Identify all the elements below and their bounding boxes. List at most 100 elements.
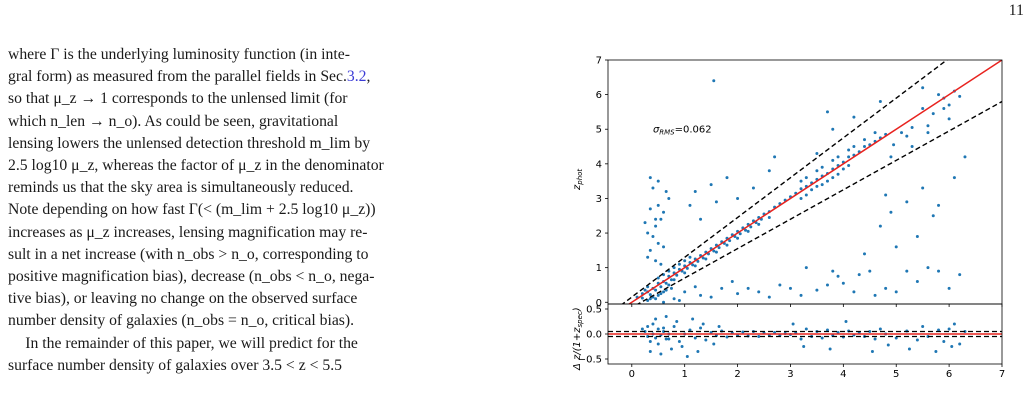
- data-point: [905, 134, 909, 138]
- data-point: [714, 250, 718, 254]
- y-tick-label: 1: [596, 263, 602, 274]
- residual-point: [725, 335, 729, 339]
- text-line: In the remainder of this paper, we will …: [25, 334, 358, 352]
- data-point: [664, 190, 668, 194]
- data-point: [646, 255, 650, 259]
- residual-point: [656, 342, 660, 346]
- data-point: [746, 229, 750, 233]
- data-point: [921, 106, 925, 110]
- residual-point: [648, 350, 652, 353]
- data-point: [910, 125, 914, 129]
- y-tick-label: 7: [596, 56, 602, 67]
- residual-point: [648, 340, 652, 343]
- residual-point: [646, 325, 650, 328]
- data-point: [659, 262, 663, 266]
- text-line: sult in a net increase (with n_obs > n_o…: [8, 245, 369, 263]
- data-point: [847, 164, 851, 168]
- y-tick-label: −0.5: [578, 355, 602, 366]
- data-point: [857, 273, 861, 277]
- data-point: [688, 203, 692, 207]
- data-point: [648, 248, 652, 252]
- data-point: [937, 93, 941, 97]
- data-point: [659, 285, 663, 289]
- x-tick-label: 4: [840, 369, 846, 380]
- y-tick-label: 0.5: [586, 305, 602, 316]
- residual-point: [921, 325, 925, 328]
- section-link[interactable]: 3.2: [346, 68, 367, 86]
- data-point: [651, 186, 655, 190]
- data-point: [815, 184, 819, 188]
- data-point: [900, 131, 904, 135]
- data-point: [778, 283, 782, 287]
- residual-point: [741, 330, 745, 334]
- data-point: [654, 217, 658, 221]
- data-point: [852, 115, 856, 119]
- text-line: tive bias), or leaving no change on the …: [8, 290, 358, 308]
- data-point: [889, 155, 893, 159]
- data-point: [717, 246, 721, 250]
- data-point: [836, 172, 840, 176]
- data-point: [958, 273, 962, 277]
- residual-point: [804, 327, 808, 331]
- data-point: [643, 221, 647, 225]
- data-point: [746, 286, 750, 290]
- data-point: [947, 103, 951, 107]
- data-point: [841, 281, 845, 285]
- data-point: [662, 210, 666, 214]
- data-point: [921, 186, 925, 190]
- data-point: [804, 266, 808, 270]
- data-point: [831, 176, 835, 180]
- x-tick-label: 6: [946, 369, 952, 380]
- data-point: [937, 269, 941, 273]
- data-point: [677, 299, 681, 303]
- data-point: [648, 297, 652, 301]
- residual-point: [699, 326, 703, 330]
- residual-point: [878, 327, 882, 331]
- data-point: [852, 145, 856, 149]
- data-point: [699, 217, 703, 221]
- data-point: [656, 203, 660, 207]
- residual-point: [926, 335, 930, 338]
- residual-point: [825, 328, 829, 332]
- data-point: [947, 286, 951, 290]
- residual-point: [688, 328, 692, 332]
- data-point: [675, 273, 679, 277]
- data-point: [664, 281, 668, 285]
- upper-dashed-line: [621, 60, 948, 304]
- data-point: [947, 117, 951, 121]
- data-point: [788, 286, 792, 290]
- x-tick-label: 0: [629, 369, 635, 380]
- data-point: [667, 283, 671, 287]
- data-point: [699, 293, 703, 297]
- residual-point: [958, 342, 962, 346]
- data-point: [862, 252, 866, 256]
- text-line: which n_len → n_o). As could be seen, gr…: [8, 112, 339, 130]
- data-point: [728, 239, 732, 243]
- data-point: [757, 290, 761, 294]
- data-point: [656, 241, 660, 245]
- data-point: [709, 183, 713, 187]
- data-point: [696, 259, 700, 263]
- residual-point: [704, 338, 708, 342]
- data-point: [905, 269, 909, 273]
- residual-point: [712, 342, 716, 346]
- data-point: [868, 269, 872, 273]
- residual-point: [654, 336, 658, 340]
- data-point: [662, 300, 666, 304]
- data-point: [651, 235, 655, 239]
- data-point: [878, 100, 882, 104]
- residual-point: [701, 322, 705, 326]
- data-point: [815, 151, 819, 155]
- data-point: [643, 288, 647, 292]
- data-point: [952, 176, 956, 180]
- data-point: [836, 155, 840, 159]
- data-point: [889, 210, 893, 214]
- residual-point: [672, 325, 676, 328]
- data-point: [931, 214, 935, 218]
- residual-point: [659, 352, 663, 356]
- paragraph-1: where Γ is the underlying luminosity fun…: [8, 44, 500, 333]
- data-point: [963, 155, 967, 159]
- data-point: [659, 292, 663, 296]
- data-point: [862, 138, 866, 142]
- residual-point: [950, 345, 954, 348]
